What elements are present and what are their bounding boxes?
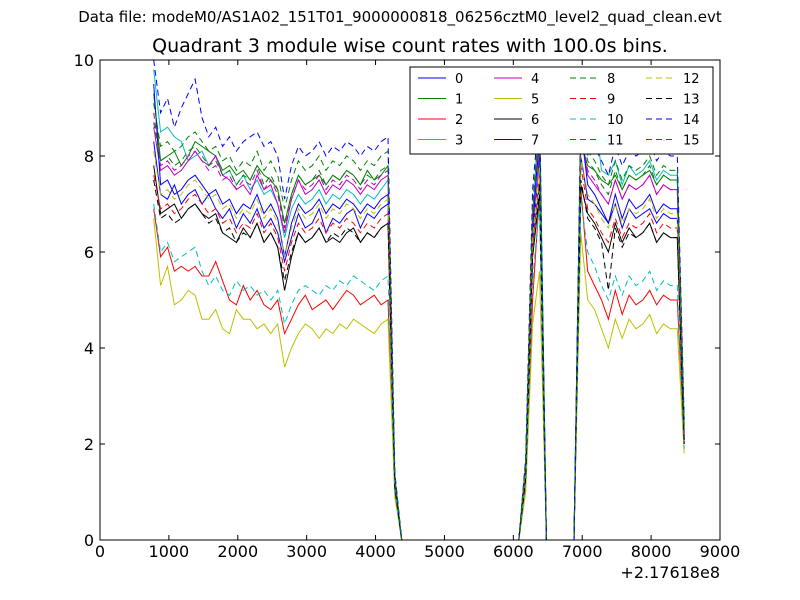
legend-label-10: 10 [607, 113, 624, 128]
y-tick-label: 6 [84, 243, 94, 262]
series-line-1 [153, 93, 685, 541]
axis-ticks: 0 1000 2000 3000 4000 5000 6000 7000 8000 9000 0 2 4… [74, 51, 741, 561]
legend-box [409, 66, 714, 155]
legend-label-12: 12 [683, 72, 700, 87]
figure-suptitle: Data file: modeM0/AS1A02_151T01_90000008… [78, 8, 722, 26]
legend-label-3: 3 [455, 134, 463, 149]
legend-label-15: 15 [683, 134, 700, 149]
series-line-11 [153, 112, 685, 541]
series-line-12 [153, 151, 685, 541]
x-tick-label: 8000 [631, 542, 672, 561]
legend-label-5: 5 [531, 93, 539, 108]
legend-label-8: 8 [607, 72, 615, 87]
legend-label-13: 13 [683, 93, 700, 108]
x-tick-label: 1000 [149, 542, 190, 561]
series-line-0 [153, 141, 685, 541]
series-line-14 [153, 59, 685, 541]
series-line-10 [153, 199, 685, 541]
legend-label-11: 11 [607, 134, 624, 149]
chart-title: Quadrant 3 module wise count rates with … [152, 35, 668, 57]
legend-label-14: 14 [683, 113, 700, 128]
x-tick-label: 6000 [493, 542, 534, 561]
x-tick-label: 5000 [424, 542, 465, 561]
x-tick-label: 4000 [355, 542, 396, 561]
x-axis-offset-label: +2.17618e8 [620, 563, 720, 582]
legend-label-0: 0 [455, 72, 463, 87]
y-tick-label: 2 [84, 435, 94, 454]
x-tick-label: 3000 [286, 542, 327, 561]
y-tick-label: 10 [74, 51, 94, 70]
series-line-6 [153, 165, 685, 541]
x-tick-label: 7000 [562, 542, 603, 561]
y-tick-label: 8 [84, 147, 94, 166]
legend-label-2: 2 [455, 113, 463, 128]
legend-label-4: 4 [531, 72, 539, 87]
x-tick-label: 2000 [217, 542, 258, 561]
legend-label-7: 7 [531, 134, 539, 149]
axes-frame [99, 59, 721, 541]
y-tick-label: 0 [84, 531, 94, 550]
y-tick-label: 4 [84, 339, 94, 358]
series-line-9 [153, 165, 685, 541]
legend-label-1: 1 [455, 93, 463, 108]
x-tick-label: 0 [95, 542, 105, 561]
legend-label-9: 9 [607, 93, 615, 108]
legend-label-6: 6 [531, 113, 539, 128]
series-line-13 [153, 179, 685, 541]
series-line-4 [153, 127, 685, 541]
series-line-2 [153, 189, 685, 541]
x-tick-label: 9000 [700, 542, 741, 561]
